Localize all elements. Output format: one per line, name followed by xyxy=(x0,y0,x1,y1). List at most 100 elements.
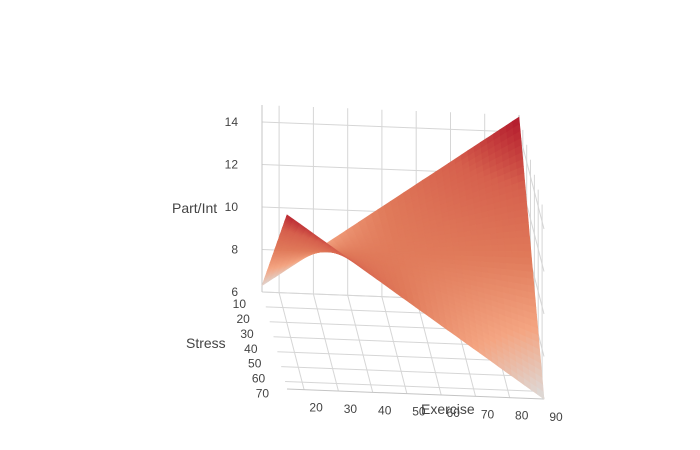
surface-cell xyxy=(472,245,480,252)
surface-cell xyxy=(388,248,397,252)
surface-cell xyxy=(483,233,492,241)
surface-cell xyxy=(466,250,475,257)
surface-cell xyxy=(518,263,527,272)
surface-cell xyxy=(458,241,467,248)
surface-cell xyxy=(536,386,545,400)
surface-cell xyxy=(472,250,481,257)
surface-cell xyxy=(452,241,460,248)
surface-cell xyxy=(512,263,521,272)
x-tick-label: 40 xyxy=(378,403,392,417)
floor-edge xyxy=(286,388,545,400)
surface-cell xyxy=(414,247,422,252)
surface-cell xyxy=(517,243,525,252)
x-axis-title: Exercise xyxy=(421,401,475,417)
surface-cell xyxy=(465,245,474,252)
surface-cell xyxy=(451,237,460,243)
back-gridline-z xyxy=(261,121,520,133)
y-tick-label: 50 xyxy=(248,357,262,371)
z-tick-label: 14 xyxy=(225,115,239,129)
surface-cell xyxy=(420,247,429,252)
surface-cell xyxy=(479,256,488,263)
surface-cell xyxy=(510,244,519,252)
surface-cell xyxy=(499,256,507,264)
y-tick-label: 60 xyxy=(252,372,266,386)
right-gridline-z xyxy=(518,131,545,230)
surface-cell xyxy=(476,228,485,236)
surface-cell xyxy=(414,251,423,256)
surface-cell xyxy=(401,248,410,252)
surface-cell xyxy=(516,237,525,245)
y-tick-label: 40 xyxy=(244,342,258,356)
surface-cell xyxy=(511,257,520,265)
surface-cell xyxy=(466,255,475,262)
z-tick-label: 12 xyxy=(225,158,239,172)
surface-cell xyxy=(510,237,518,246)
surface-cell xyxy=(506,263,514,271)
surface-cell xyxy=(470,229,478,237)
surface-cell xyxy=(515,230,524,239)
floor-gridline-x xyxy=(347,295,374,393)
floor-gridline-y xyxy=(285,381,543,392)
y-tick-label: 10 xyxy=(233,297,247,311)
surface-cell xyxy=(514,216,523,225)
surface-cell xyxy=(504,244,512,252)
surface-cell xyxy=(502,225,511,233)
surface-cell xyxy=(439,246,448,252)
surface-cell xyxy=(471,240,480,247)
surface-cell xyxy=(522,236,531,245)
surface-cell xyxy=(523,243,532,252)
surface-cell xyxy=(427,251,436,256)
surface-cell xyxy=(483,227,491,236)
surface-cell xyxy=(504,250,513,258)
surface-cell xyxy=(511,250,519,259)
surface-cell xyxy=(447,251,455,257)
floor-gridline-x xyxy=(415,297,442,396)
surface-cell xyxy=(433,247,442,252)
surface-cell xyxy=(445,242,454,248)
surface-cell xyxy=(485,250,494,258)
x-tick-label: 20 xyxy=(309,401,323,415)
y-tick-label: 70 xyxy=(256,387,270,401)
surface-cell xyxy=(525,264,534,273)
surface xyxy=(261,116,545,400)
surface-cell xyxy=(465,240,473,247)
surface-cell xyxy=(479,250,487,258)
surface-cell xyxy=(420,244,428,249)
surface-cell xyxy=(473,255,482,263)
surface-cell xyxy=(478,245,487,252)
surface-cell xyxy=(446,246,455,252)
z-tick-label: 10 xyxy=(225,200,239,214)
surface-cell xyxy=(499,262,508,270)
surface-cell xyxy=(489,227,498,235)
surface-cell xyxy=(457,236,466,243)
surface-cell xyxy=(506,269,515,277)
surface-cell xyxy=(421,251,430,256)
surface-cell xyxy=(434,250,442,256)
surface-cell xyxy=(518,257,527,266)
surface-cell xyxy=(460,255,469,262)
surface-cell xyxy=(497,238,505,246)
surface-cell xyxy=(508,224,517,233)
surface-cell xyxy=(438,238,447,244)
surface-cell xyxy=(486,261,495,269)
surface-cell xyxy=(524,257,533,266)
surface-cell xyxy=(498,250,507,258)
surface-cell xyxy=(517,250,526,259)
surface-cell xyxy=(522,229,530,238)
surface-cell xyxy=(432,243,441,248)
surface-cell xyxy=(394,248,403,252)
surface-cell xyxy=(459,251,468,257)
surface-cell xyxy=(486,256,494,263)
surface-cell xyxy=(503,237,512,246)
surface-cell xyxy=(490,238,499,246)
z-axis-title: Part/Int xyxy=(172,200,217,216)
surface-cell xyxy=(521,222,530,231)
surface-cell xyxy=(440,251,449,256)
surface-cell xyxy=(426,243,435,249)
x-tick-label: 70 xyxy=(481,407,495,421)
surface-cell xyxy=(464,235,473,242)
surface-cell xyxy=(484,245,493,252)
x-tick-label: 50 xyxy=(412,405,426,419)
